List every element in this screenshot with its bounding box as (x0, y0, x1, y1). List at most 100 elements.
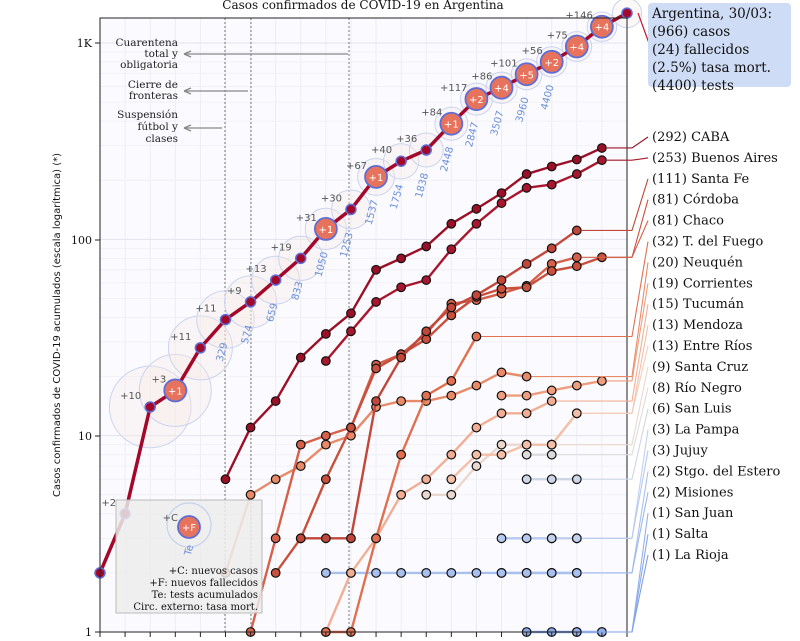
series-point-CABA (446, 218, 457, 229)
daily-case-label: +11 (170, 332, 191, 343)
series-point-Santa Cruz (446, 489, 457, 500)
series-point-Neuquén (471, 380, 482, 391)
province-connector (556, 387, 649, 456)
callout-cases: (966) casos (652, 24, 731, 40)
series-point-Santa Cruz (496, 439, 507, 450)
series-point-Córdoba (270, 567, 281, 578)
series-point-Santa Fe (471, 290, 482, 300)
daily-case-label: +31 (296, 213, 317, 224)
series-point-Stgo. del Estero (421, 567, 432, 578)
national-point (269, 274, 282, 286)
annotation-fronteras: Cierre de fronteras (128, 79, 178, 102)
province-connector (606, 136, 649, 149)
daily-case-label: +19 (271, 242, 292, 253)
annotation-fronteras-arrowhead (183, 87, 192, 95)
series-point-T. del Fuego (446, 376, 457, 386)
series-line-Córdoba (274, 256, 603, 574)
series-point-Córdoba (571, 261, 582, 272)
daily-case-label: +84 (421, 108, 442, 119)
daily-case-label: +9 (227, 286, 242, 297)
death-marker (313, 217, 338, 241)
series-point-Santa Fe (396, 352, 407, 363)
series-point-Santa Fe (496, 275, 507, 285)
series-point-CABA (371, 264, 381, 275)
series-point-Río Negro (521, 449, 532, 460)
province-label: (2) Misiones (652, 485, 733, 500)
series-point-Tucumán (396, 489, 407, 500)
series-point-Mendoza (546, 439, 557, 450)
death-marker (564, 34, 589, 59)
daily-case-label: +75 (547, 30, 568, 41)
series-point-Stgo. del Estero (371, 567, 381, 578)
series-point-Santa Fe (421, 326, 432, 337)
death-label: +1 (318, 225, 333, 236)
series-point-Chaco (270, 533, 281, 544)
national-point (395, 155, 407, 167)
daily-case-label: +67 (346, 161, 367, 172)
series-point-Jujuy (496, 533, 507, 544)
national-point (295, 252, 307, 265)
callout-mortality: (2.5%) tasa mort. (652, 60, 771, 76)
series-point-Tucumán (471, 422, 482, 433)
series-point-Neuquén (396, 396, 407, 406)
series-point-Córdoba (320, 474, 331, 485)
series-line-Mendoza (450, 412, 578, 481)
death-marker (539, 49, 564, 74)
annotation-cuarentena-arrowhead (183, 50, 192, 58)
province-label: (13) Mendoza (652, 318, 743, 333)
legend-box: +F +C Te +C: nuevos casos +F: nuevos fal… (115, 499, 263, 614)
series-point-CABA (521, 169, 532, 179)
series-point-CABA (571, 154, 582, 165)
series-point-Neuquén (521, 371, 532, 382)
series-point-Santa Fe (446, 302, 457, 313)
province-label: (9) Santa Cruz (652, 360, 748, 375)
death-marker (514, 62, 539, 87)
series-point-Santa Fe (571, 225, 582, 236)
daily-case-label: +10 (120, 391, 141, 402)
series-point-Corrientes (571, 380, 582, 391)
series-point-Corrientes (597, 376, 607, 386)
daily-case-label: +11 (195, 304, 216, 315)
series-point-Chaco (571, 252, 582, 263)
series-point-Tucumán (421, 474, 432, 485)
daily-case-label: +146 (565, 11, 592, 22)
series-point-Buenos Aires (396, 282, 407, 293)
test-label: 659 (265, 302, 281, 323)
province-label: (2) Stgo. del Estero (652, 464, 780, 479)
series-point-Mendoza (496, 449, 507, 460)
series-point-Buenos Aires (496, 198, 507, 208)
series-point-Stgo. del Estero (396, 567, 407, 578)
callout-tests: (4400) tests (652, 78, 734, 94)
death-label: +2 (469, 95, 484, 106)
province-connector (606, 157, 649, 161)
series-point-Santa Fe (521, 258, 532, 269)
national-point (194, 342, 207, 354)
series-point-CABA (220, 474, 231, 485)
death-label: +5 (519, 70, 534, 81)
series-point-Stgo. del Estero (471, 567, 482, 578)
series-point-Tucumán (446, 449, 457, 460)
test-label: 329 (215, 342, 231, 363)
series-point-San Luis (546, 474, 557, 485)
series-point-Tucumán (496, 408, 507, 419)
legend-cases-sample: +C (163, 513, 178, 524)
series-point-T. del Fuego (371, 533, 381, 544)
test-label: 574 (240, 324, 256, 345)
series-point-Neuquén (496, 367, 507, 378)
series-point-Buenos Aires (597, 155, 607, 166)
series-point-T. del Fuego (396, 449, 407, 460)
series-point-Tucumán (521, 408, 532, 419)
province-label: (32) T. del Fuego (652, 235, 764, 250)
series-point-Buenos Aires (471, 218, 482, 229)
annotation-suspension: Suspensión fútbol y clases (117, 109, 178, 145)
legend-line-deaths: +F: nuevos fallecidos (149, 578, 258, 589)
series-point-Neuquén (446, 390, 457, 401)
annotations: Cuarentena total y obligatoria Cierre de fr… (115, 37, 348, 145)
death-marker (489, 75, 514, 100)
series-point-Corrientes (521, 390, 532, 401)
province-label: (111) Santa Fe (652, 172, 750, 187)
series-point-Córdoba (496, 283, 507, 294)
legend-death-marker (177, 515, 201, 539)
province-label: (8) Río Negro (652, 381, 742, 396)
series-point-Tucumán (546, 396, 557, 406)
